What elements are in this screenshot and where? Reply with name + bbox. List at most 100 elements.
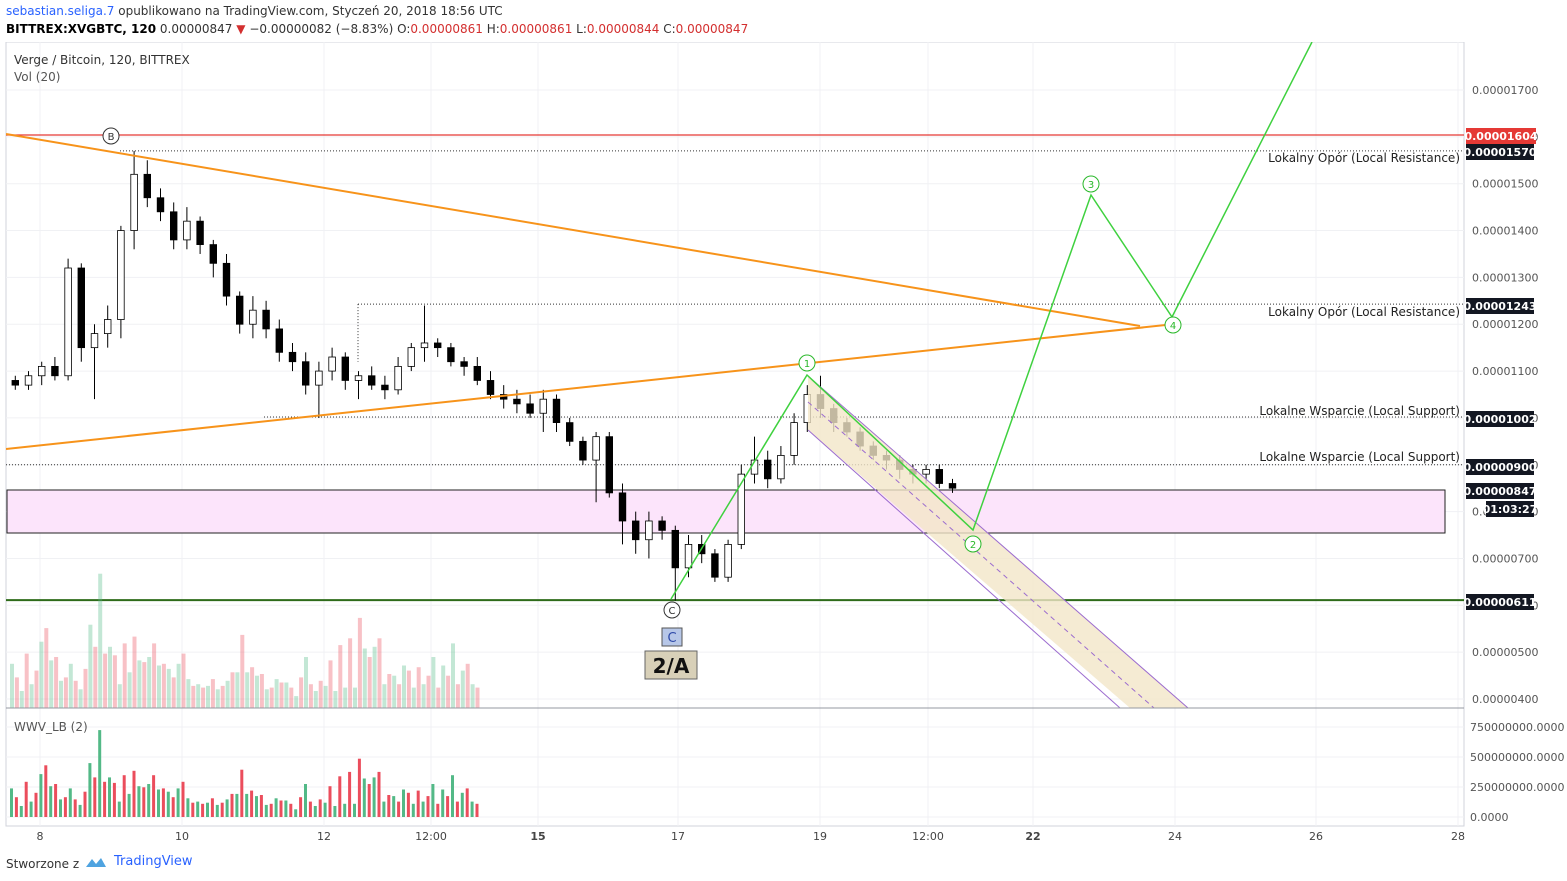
wwv-bar [264, 804, 268, 817]
candle-body [51, 365, 59, 377]
price-tick-label: 0.00001500 [1472, 178, 1538, 191]
candle-body [552, 398, 561, 424]
volume-bar [343, 687, 348, 708]
tradingview-logo[interactable]: TradingView [84, 854, 193, 869]
volume-bar [54, 657, 59, 708]
volume-bar [117, 684, 122, 708]
made-with-text: Stworzone z [6, 857, 80, 871]
volume-bar [406, 670, 411, 708]
price-change: −0.00000082 (−8.83%) [249, 22, 394, 36]
wwv-bar [103, 781, 107, 817]
candle-body [235, 295, 244, 325]
volume-bar [24, 653, 29, 708]
callout-c-text: C [667, 631, 676, 646]
candle-body [328, 356, 336, 372]
chart-area[interactable]: B C 1 2 3 4 C 2/A Lokalny Opór (Local Resistance… [0, 41, 1567, 847]
volume-bar [132, 636, 137, 708]
candle-body [262, 309, 270, 330]
wwv-tick-label: 500000000.0000 [1470, 751, 1564, 764]
volume-bar [338, 645, 343, 708]
candle-body [526, 403, 534, 414]
footer: Stworzone z TradingView [0, 850, 1567, 881]
wwv-bar [147, 784, 151, 817]
volume-bar [299, 677, 304, 708]
wwv-bar [446, 796, 450, 817]
volume-bar [122, 643, 127, 708]
time-tick-label: 12 [317, 830, 331, 843]
open-value: 0.00000861 [410, 22, 483, 36]
volume-bar [103, 653, 108, 708]
volume-bar [323, 685, 328, 708]
zones-layer [6, 134, 1464, 602]
candle-body [790, 422, 798, 456]
wwv-bar [29, 801, 33, 817]
candle-body [447, 347, 455, 363]
symbol: BITTREX:XVGBTC, 120 [6, 22, 157, 36]
volume-bar [29, 684, 34, 708]
wwv-bar [245, 793, 249, 817]
wwv-bar [436, 803, 440, 817]
brand-text: TradingView [114, 854, 193, 869]
candle-body [315, 370, 323, 386]
volume-bar [137, 660, 142, 708]
volume-bar [181, 653, 186, 708]
wwv-bar [39, 774, 43, 817]
wwv-bar [49, 786, 53, 817]
annotation-label: Lokalne Wsparcie (Local Support) [1259, 404, 1460, 418]
volume-bar [274, 679, 279, 708]
wwv-bar [259, 795, 263, 817]
wwv-bar [421, 801, 425, 817]
volume-bar [308, 684, 313, 708]
time-tick-label: 24 [1168, 830, 1182, 843]
volume-bar [304, 657, 308, 708]
candle-body [222, 262, 231, 297]
volume-bar [367, 657, 372, 708]
price-axis[interactable]: 0.000017000.000016000.000015000.00001400… [1463, 84, 1538, 706]
candle-body [249, 309, 257, 325]
wwv-pane: 750000000.0000 500000000.0000 250000000.00… [6, 721, 1564, 824]
wwv-tick-label: 750000000.0000 [1470, 721, 1564, 734]
candle-body [394, 365, 402, 391]
candle-body [460, 361, 468, 367]
wwv-bar [191, 802, 195, 817]
price-tick-label: 0.00001700 [1472, 84, 1538, 97]
price-label-text: 01:03:27 [1483, 503, 1538, 516]
wwv-bar [14, 797, 18, 817]
candle-body [367, 375, 376, 386]
wwv-bar [201, 803, 205, 817]
wwv-bar [255, 796, 258, 817]
down-arrow-icon: ▼ [236, 22, 246, 36]
channel-upper [807, 375, 1189, 708]
volume-bars [10, 573, 480, 708]
candle-body [196, 220, 204, 245]
author-link[interactable]: sebastian.seliga.7 [6, 4, 115, 18]
time-axis[interactable]: 8 10 12 12:00 15 17 19 12:00 22 24 26 28 [37, 830, 1466, 843]
wwv-bar [274, 798, 278, 817]
candle-body [381, 384, 389, 391]
wwv-bar [59, 799, 62, 817]
price-label-box [1466, 594, 1534, 610]
volume-bar [333, 691, 338, 708]
volume-bar [402, 665, 406, 708]
volume-bar [108, 646, 112, 708]
price-label-text: 0.00001570 [1463, 146, 1536, 159]
price-tick-label: 0.00001200 [1472, 318, 1538, 331]
volume-bar [436, 687, 441, 708]
wwv-bar [406, 792, 410, 817]
wwv-bar [372, 777, 376, 817]
candle-body [711, 553, 719, 578]
volume-bar [225, 680, 230, 708]
annotation-label: Lokalny Opór (Local Resistance) [1268, 305, 1460, 319]
wwv-bar [411, 803, 415, 817]
candle-body [143, 173, 151, 199]
volume-bar [397, 684, 402, 708]
candle-body [684, 544, 693, 569]
volume-bar [255, 675, 259, 708]
wwv-bar [279, 800, 283, 817]
volume-bar [465, 663, 470, 708]
wwv-bar [308, 801, 312, 817]
wwv-bar [24, 781, 28, 817]
candle-body [486, 380, 495, 395]
wwv-bar [387, 795, 391, 817]
